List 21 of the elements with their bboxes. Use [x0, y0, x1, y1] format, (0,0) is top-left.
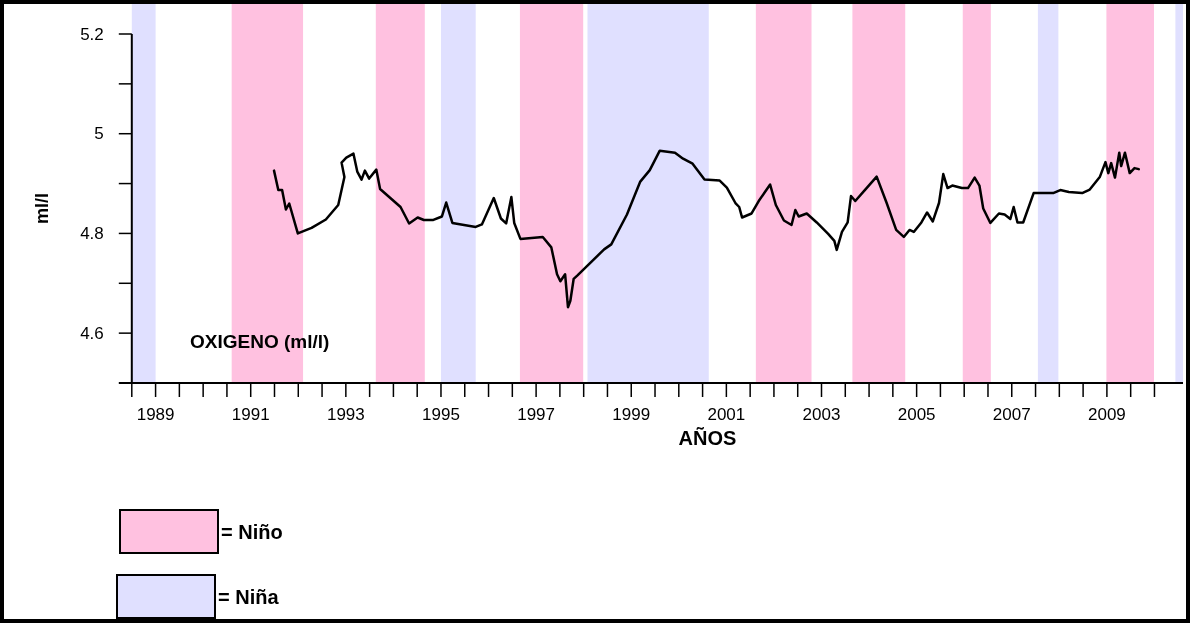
text: = Niña — [218, 586, 280, 608]
x-tick-label: 2005 — [897, 405, 936, 424]
annotation: OXIGENO (ml/l) — [190, 331, 330, 352]
x-tick-label: 1995 — [422, 405, 460, 424]
x-tick-label: 2007 — [992, 405, 1031, 424]
y-tick-label: 4.6 — [80, 323, 104, 343]
x-tick-label: 1997 — [517, 405, 556, 424]
line-series — [272, 149, 1141, 309]
x-tick-label: 2001 — [707, 405, 746, 424]
x-tick-label: 2009 — [1087, 405, 1126, 424]
y-tick-label: 4.8 — [80, 223, 104, 243]
x-tick-label: 1991 — [231, 405, 270, 424]
y-tick-label: 5.2 — [80, 24, 104, 44]
y-axis-title: ml/l — [32, 192, 52, 225]
y-tick-label: 5 — [94, 124, 104, 144]
text: = Niño — [221, 521, 283, 543]
x-axis-title: AÑOS — [678, 427, 737, 449]
x-tick-label: 1989 — [136, 405, 175, 424]
x-tick-label: 1999 — [612, 405, 651, 424]
x-tick-label: 2003 — [802, 405, 841, 424]
x-tick-label: 1993 — [326, 405, 365, 424]
